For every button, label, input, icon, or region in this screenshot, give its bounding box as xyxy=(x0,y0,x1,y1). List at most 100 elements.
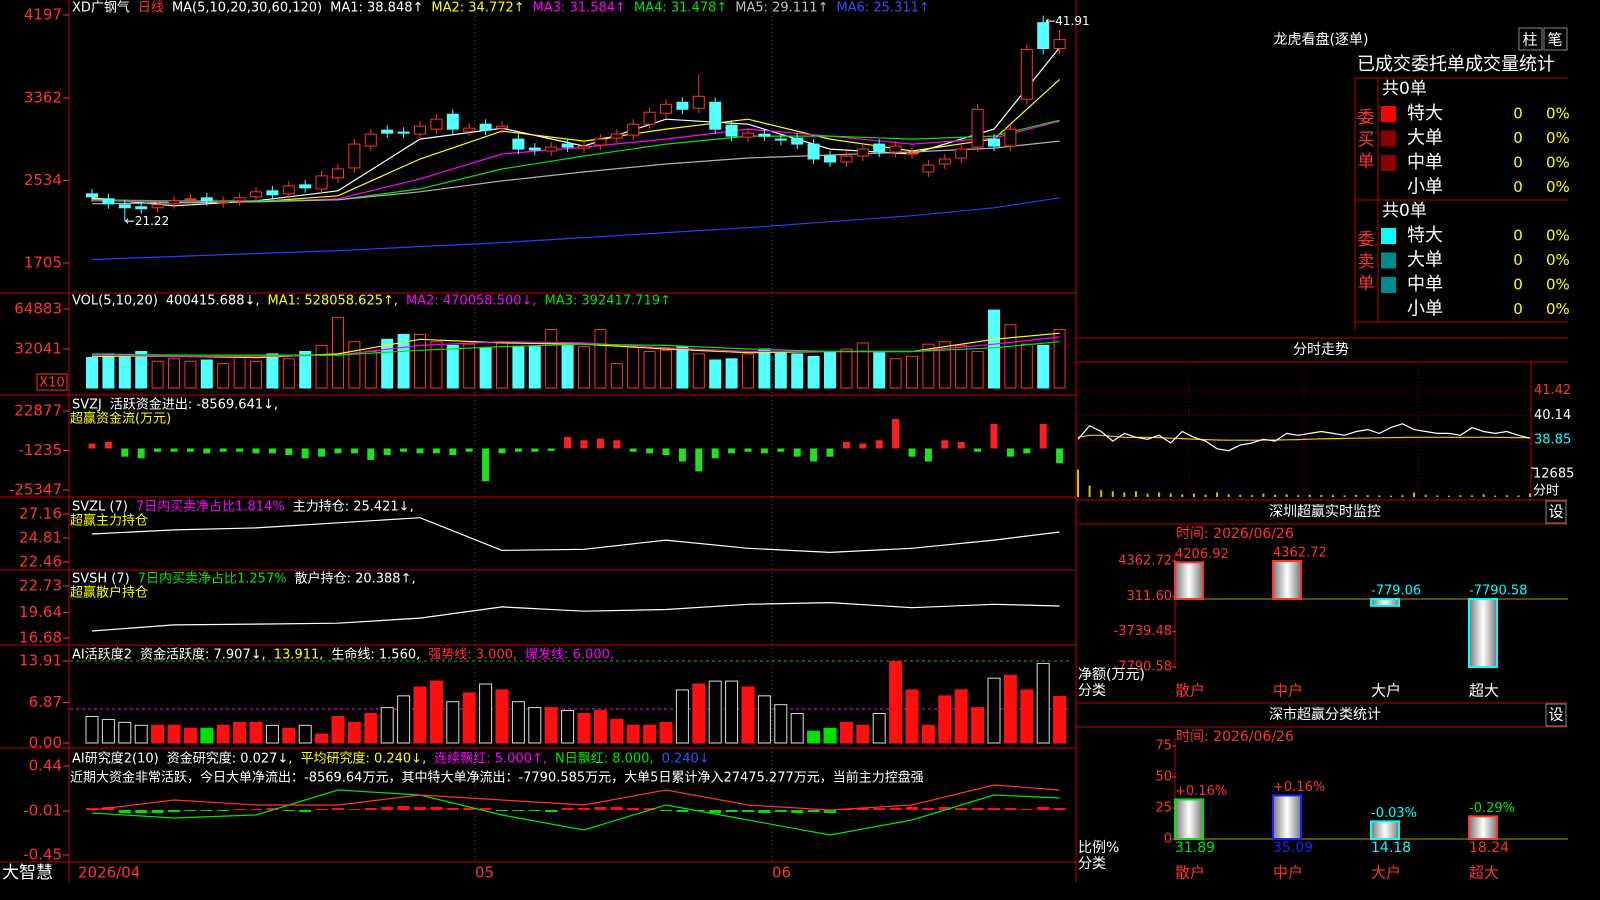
row-count: 0 xyxy=(1513,300,1523,318)
row-pct: 0% xyxy=(1546,129,1570,147)
activity-bar xyxy=(839,721,853,744)
candle-body xyxy=(791,137,804,145)
candle-body xyxy=(463,127,476,132)
research-bar xyxy=(791,810,804,813)
research-bar xyxy=(725,810,738,812)
activity-bar xyxy=(561,710,575,744)
volume-bar xyxy=(906,355,918,389)
activity-bar xyxy=(905,689,919,744)
indicator-label: 日线 xyxy=(138,1,164,16)
activity-bar xyxy=(856,724,870,744)
row-name: 中单 xyxy=(1407,274,1443,295)
indicator-label: 活跃资金进出: -8569.641↓, xyxy=(110,397,278,413)
group-label: 单 xyxy=(1358,274,1375,294)
group-label: 卖 xyxy=(1358,252,1375,272)
candle-body xyxy=(594,138,607,146)
candle-body xyxy=(118,204,131,209)
fund-bar xyxy=(810,448,818,462)
candle-body xyxy=(151,204,164,209)
fund-bar xyxy=(449,448,457,456)
activity-bar xyxy=(1003,674,1017,744)
bar xyxy=(1468,815,1498,840)
candle-body xyxy=(348,143,361,169)
date-label: 2026/04 xyxy=(78,864,140,882)
volume-bar xyxy=(250,360,262,389)
candle-body xyxy=(627,123,640,136)
button-label[interactable]: 设 xyxy=(1548,503,1563,521)
candle-body xyxy=(824,155,836,163)
candle-body xyxy=(86,193,98,198)
fund-bar xyxy=(482,448,490,482)
activity-bar xyxy=(413,686,427,744)
activity-bar xyxy=(331,715,345,744)
activity-bar xyxy=(265,724,279,744)
y-tick-label: 32041 xyxy=(14,339,62,357)
y-tick-label: 0 xyxy=(1164,832,1172,847)
activity-bar xyxy=(807,730,821,744)
row-name: 中单 xyxy=(1407,152,1443,173)
research-bar xyxy=(86,808,98,810)
y-tick-label: -3739.48 xyxy=(1114,624,1172,639)
candle-body xyxy=(742,132,754,138)
activity-bar xyxy=(347,721,361,744)
y-tick-label: 22.46 xyxy=(19,553,62,571)
value-label: 18.24 xyxy=(1469,840,1509,856)
candle-body xyxy=(988,138,1000,147)
axis-label: 分时 xyxy=(1533,484,1559,499)
volume-bar xyxy=(971,350,984,389)
activity-bar xyxy=(101,718,115,744)
y-tick-label: 19.64 xyxy=(19,603,62,621)
ma-line xyxy=(91,197,1060,261)
candle-body xyxy=(889,145,902,153)
y-tick-label: 0.00 xyxy=(29,734,62,752)
button-label[interactable]: 笔 xyxy=(1547,31,1562,49)
button-label[interactable]: 柱 xyxy=(1522,31,1537,49)
fund-bar xyxy=(1023,448,1031,454)
value-label: 14.18 xyxy=(1371,840,1411,856)
volume-bar xyxy=(118,354,131,389)
candle-body xyxy=(643,111,656,125)
candle-body xyxy=(381,129,394,134)
indicator-label: 超赢散户持仓 xyxy=(70,585,148,601)
research-bar xyxy=(1004,808,1017,810)
value-label: 4362.72 xyxy=(1273,546,1327,561)
group-total: 共0单 xyxy=(1382,201,1427,221)
volume-bar xyxy=(233,355,246,389)
value-label: 35.09 xyxy=(1273,840,1313,856)
indicator-label: 超赢主力持仓 xyxy=(70,513,148,529)
activity-bar xyxy=(725,680,739,744)
activity-bar xyxy=(183,727,197,744)
volume-bar xyxy=(1053,329,1066,389)
fund-bar xyxy=(564,437,572,449)
indicator-label: 爆发线: 6.000, xyxy=(525,647,614,663)
activity-bar xyxy=(315,733,329,744)
axis-label: 分类 xyxy=(1078,683,1106,699)
activity-bar xyxy=(462,692,476,744)
activity-bar xyxy=(823,727,837,744)
volume-bar xyxy=(840,348,853,389)
button-label[interactable]: 设 xyxy=(1548,706,1563,724)
fund-bar xyxy=(547,448,555,451)
research-bar xyxy=(348,809,361,810)
activity-bar xyxy=(134,724,148,744)
indicator-label: 400415.688↓, xyxy=(166,294,260,309)
activity-bar xyxy=(511,701,525,744)
y-tick-label: 6.87 xyxy=(29,693,62,711)
row-name: 特大 xyxy=(1407,103,1443,124)
fund-bar xyxy=(580,440,588,449)
research-bar xyxy=(463,808,476,810)
row-name: 小单 xyxy=(1407,177,1443,198)
research-bar xyxy=(1053,808,1066,810)
change-label: +0.16% xyxy=(1273,780,1325,795)
volume-ma-line xyxy=(91,341,1060,356)
candle-body xyxy=(873,143,886,153)
value-label: 4206.92 xyxy=(1175,547,1229,562)
unit-box xyxy=(36,373,68,391)
y-tick-label: -25347 xyxy=(9,481,62,499)
candle-body xyxy=(266,190,279,196)
candle-body xyxy=(364,133,377,147)
indicator-label: MA6: 25.311↑ xyxy=(837,1,930,16)
research-bar xyxy=(1037,807,1050,810)
bar xyxy=(1174,798,1204,841)
